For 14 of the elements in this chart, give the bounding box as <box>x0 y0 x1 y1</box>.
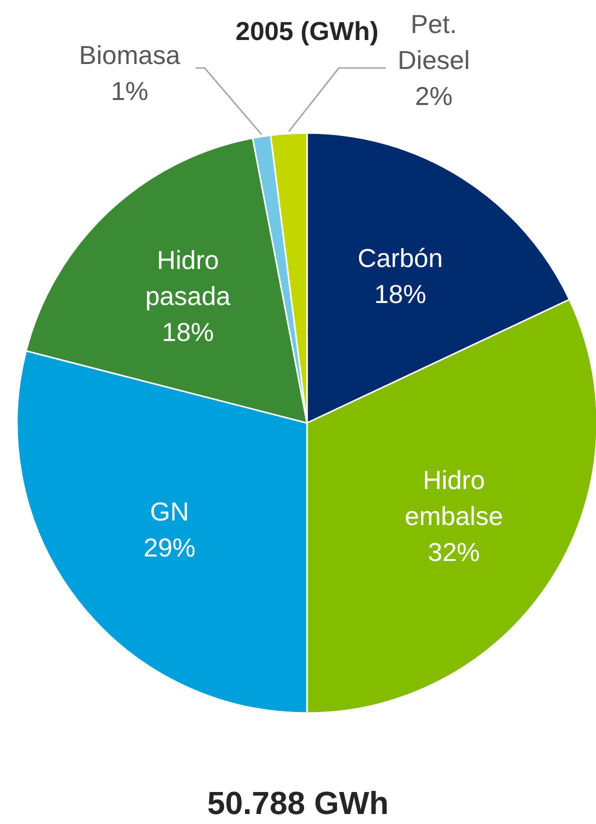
data-label: 18% <box>374 279 426 310</box>
slice-label: Hidro embalse <box>404 465 504 532</box>
data-label: 32% <box>428 537 480 568</box>
data-label: 1% <box>110 76 148 106</box>
slice-label: Pet. Diesel <box>398 9 470 75</box>
text: 50.788 GWh <box>206 785 390 822</box>
data-label: 29% <box>143 532 196 563</box>
data-label: 18% <box>162 317 214 348</box>
slice-label: Hidro pasada <box>145 245 232 312</box>
data-label: 2% <box>415 81 453 111</box>
chart-title: 2005 (GWh) <box>235 16 379 46</box>
slice-label: Carbón <box>358 243 443 274</box>
slice-label: GN <box>150 496 190 527</box>
slice-label: Biomasa <box>79 40 181 70</box>
